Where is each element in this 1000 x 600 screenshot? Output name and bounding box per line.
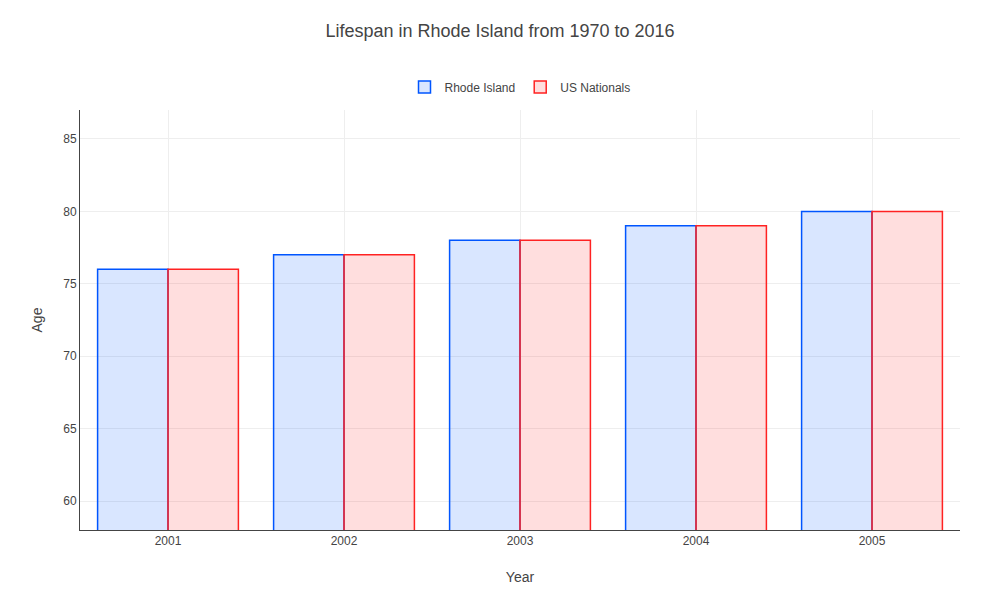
svg-text:60: 60	[63, 494, 77, 508]
svg-text:US Nationals: US Nationals	[560, 81, 630, 95]
svg-text:2005: 2005	[859, 534, 886, 548]
svg-text:75: 75	[63, 277, 77, 291]
svg-text:85: 85	[63, 132, 77, 146]
svg-text:80: 80	[63, 205, 77, 219]
svg-text:2003: 2003	[507, 534, 534, 548]
svg-text:Age: Age	[29, 307, 45, 332]
svg-text:2001: 2001	[155, 534, 182, 548]
svg-text:2002: 2002	[331, 534, 358, 548]
svg-text:Year: Year	[506, 569, 535, 585]
svg-text:Lifespan in Rhode Island from: Lifespan in Rhode Island from 1970 to 20…	[325, 21, 674, 41]
svg-text:Rhode Island: Rhode Island	[445, 81, 516, 95]
svg-text:65: 65	[63, 422, 77, 436]
svg-text:2004: 2004	[683, 534, 710, 548]
svg-text:70: 70	[63, 349, 77, 363]
